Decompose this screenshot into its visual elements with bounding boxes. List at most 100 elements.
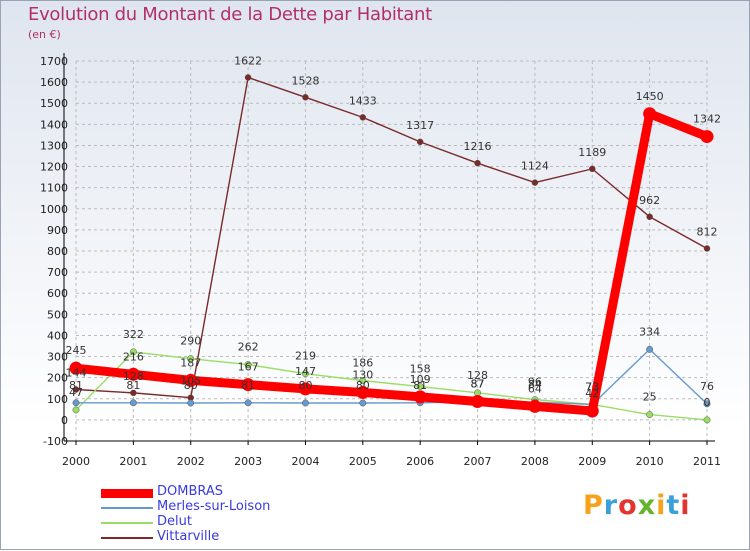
point-vittarville [302, 94, 309, 101]
point-dombras [184, 373, 198, 387]
x-tick-label: 2009 [578, 455, 606, 468]
point-dombras [241, 378, 255, 392]
data-label-merles-sur-loison: 81 [241, 379, 255, 392]
legend-swatch [101, 537, 153, 539]
data-label-merles-sur-loison: 81 [126, 379, 140, 392]
data-label-delut: 47 [69, 386, 83, 399]
x-tick-label: 2004 [291, 455, 319, 468]
point-merles-sur-loison [302, 399, 309, 407]
logo-letter: x [637, 490, 657, 521]
series-line-vittarville [75, 76, 708, 399]
data-label-merles-sur-loison: 73 [585, 380, 599, 393]
legend-label: DOMBRAS [157, 484, 224, 499]
data-label-dombras: 216 [123, 350, 144, 363]
point-merles-sur-loison [646, 345, 654, 353]
point-dombras [700, 130, 714, 144]
chart-title: Evolution du Montant de la Dette par Hab… [28, 4, 432, 25]
data-label-merles-sur-loison: 334 [639, 325, 660, 338]
logo-letter: P [583, 490, 604, 521]
logo-letter: t [666, 490, 681, 521]
data-label-merles-sur-loison: 76 [700, 380, 714, 393]
proxiti-logo: Proxiti [583, 490, 691, 521]
data-label-vittarville: 1622 [234, 54, 262, 67]
legend-label: Vittarville [157, 529, 220, 544]
legend-label: Delut [157, 514, 192, 529]
y-tick-label: 100 [47, 393, 68, 406]
logo-letter: i [680, 490, 691, 521]
data-label-delut: 158 [410, 363, 431, 376]
y-tick-label: 1400 [40, 118, 68, 131]
point-vittarville [703, 245, 711, 252]
chart-subtitle: (en €) [28, 28, 61, 41]
x-tick-label: 2000 [62, 455, 90, 468]
x-tick-label: 2003 [234, 455, 262, 468]
data-label-dombras: 130 [352, 368, 373, 381]
y-tick-label: 800 [47, 245, 68, 258]
data-label-vittarville: 1528 [291, 74, 319, 87]
logo-letter: i [656, 490, 667, 521]
series-line-merles-sur-loison [76, 348, 708, 406]
data-label-vittarville: 1317 [406, 119, 434, 132]
data-label-merles-sur-loison: 80 [298, 379, 312, 392]
y-tick-label: 900 [47, 224, 68, 237]
data-label-delut: 322 [123, 328, 144, 341]
y-tick-label: 1700 [40, 55, 68, 68]
legend-swatch [101, 522, 153, 524]
data-label-vittarville: 812 [697, 225, 718, 238]
data-label-merles-sur-loison: 80 [184, 379, 198, 392]
point-merles-sur-loison [359, 399, 367, 407]
y-tick-label: -100 [43, 435, 68, 448]
y-tick-label: 1000 [40, 203, 68, 216]
y-tick-label: 1300 [40, 139, 68, 152]
point-dombras [528, 399, 542, 413]
y-tick-label: 1200 [40, 161, 68, 174]
data-label-delut: 290 [180, 335, 201, 348]
point-vittarville [474, 159, 481, 167]
x-tick-label: 2001 [119, 455, 147, 468]
data-label-vittarville: 128 [123, 370, 144, 383]
x-tick-label: 2007 [464, 455, 492, 468]
point-vittarville [416, 138, 424, 146]
data-label-vittarville: 962 [639, 194, 660, 207]
data-label-merles-sur-loison: 87 [471, 378, 485, 391]
x-tick-label: 2005 [349, 455, 377, 468]
data-label-merles-sur-loison: 80 [356, 379, 370, 392]
data-label-dombras: 245 [66, 344, 87, 357]
x-tick-label: 2011 [693, 455, 721, 468]
point-dombras [413, 390, 427, 404]
point-merles-sur-loison [72, 399, 80, 407]
data-label-delut: 96 [528, 376, 542, 389]
point-merles-sur-loison [187, 399, 195, 407]
point-delut [187, 355, 195, 363]
data-label-dombras: 1342 [693, 113, 721, 126]
point-dombras [471, 395, 485, 409]
point-dombras [585, 404, 599, 418]
x-tick-label: 2008 [521, 455, 549, 468]
data-label-dombras: 167 [238, 361, 259, 374]
data-label-delut: 219 [295, 350, 316, 363]
data-label-dombras: 87 [471, 378, 485, 391]
y-tick-label: 300 [47, 351, 68, 364]
y-tick-label: 400 [47, 329, 68, 342]
point-delut [72, 406, 80, 414]
point-vittarville [130, 389, 137, 397]
data-label-delut: 128 [467, 369, 488, 382]
point-delut [416, 383, 424, 390]
point-delut [359, 377, 367, 385]
data-label-delut: 186 [352, 357, 373, 370]
point-vittarville [72, 386, 80, 393]
data-label-vittarville: 105 [180, 375, 201, 388]
data-label-vittarville: 144 [66, 366, 87, 379]
logo-letter: r [603, 490, 619, 521]
y-tick-label: 1600 [40, 76, 68, 89]
y-tick-label: 200 [47, 372, 68, 385]
point-vittarville [244, 74, 252, 81]
data-label-dombras: 1450 [636, 90, 664, 103]
point-delut [646, 411, 654, 419]
point-vittarville [646, 213, 653, 221]
legend-swatch [101, 488, 153, 498]
data-label-vittarville: 1216 [464, 140, 492, 153]
y-tick-label: 600 [47, 287, 68, 300]
